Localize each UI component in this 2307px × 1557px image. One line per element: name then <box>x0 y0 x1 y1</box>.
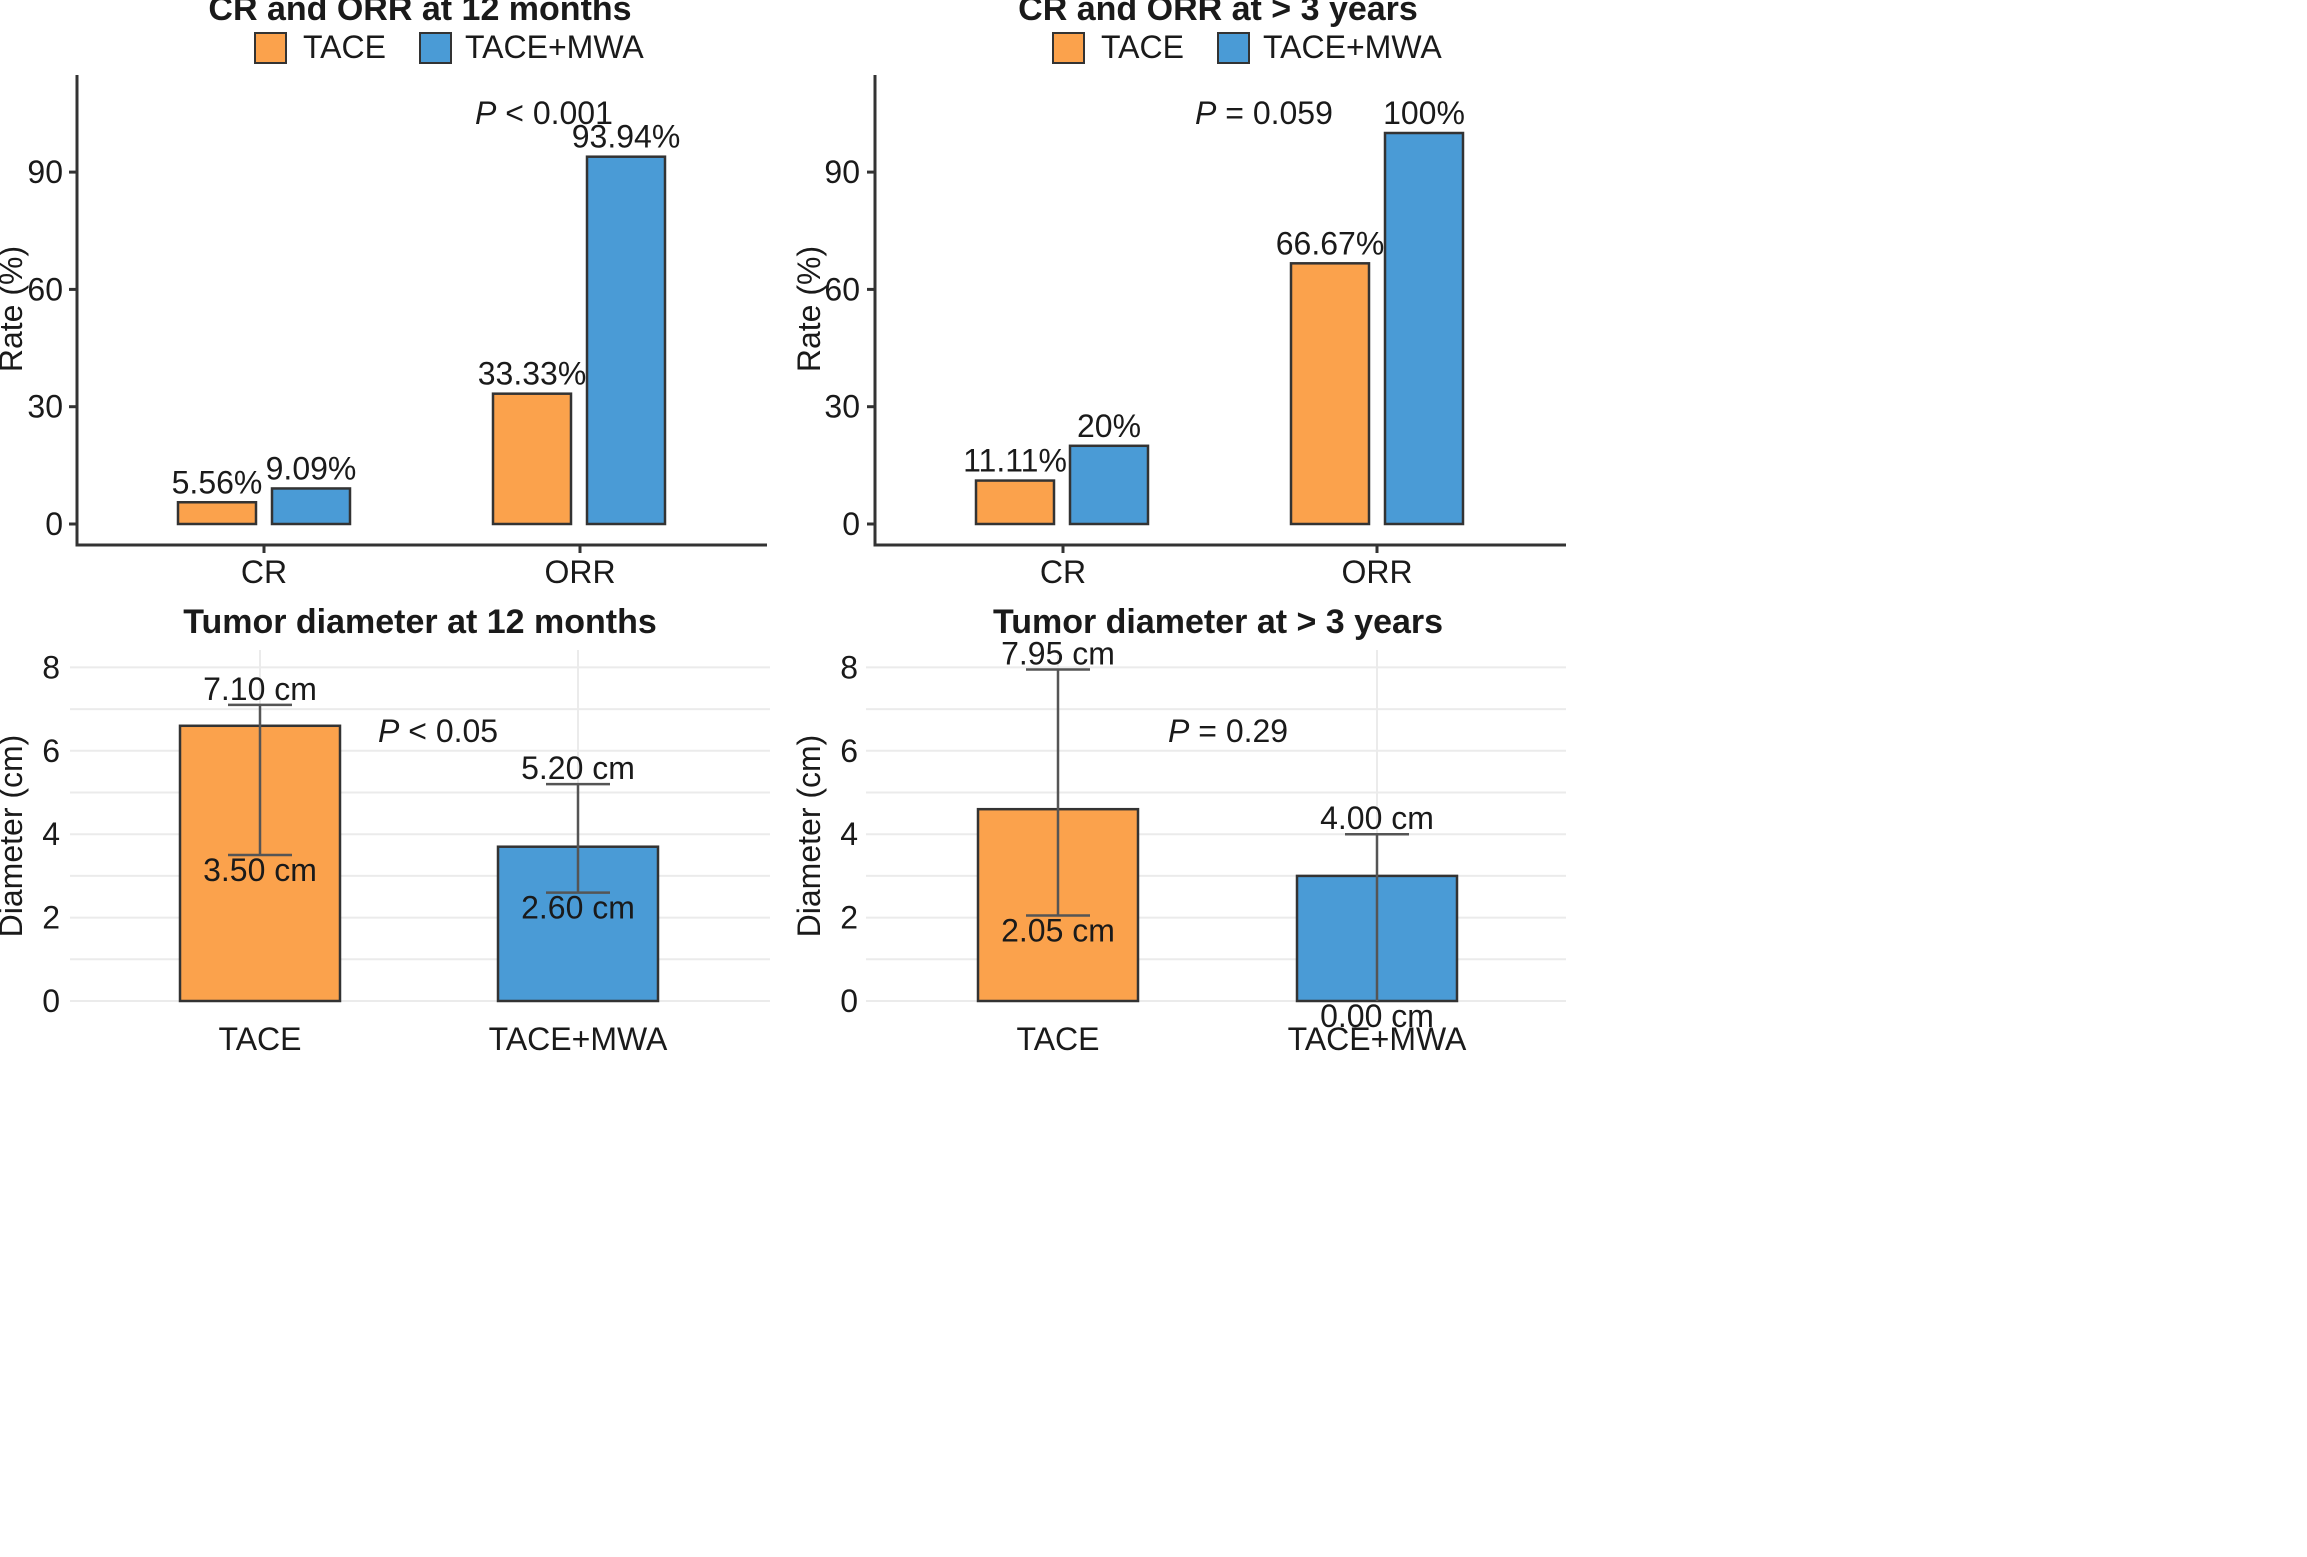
data-label: 33.33% <box>478 356 587 392</box>
y-tick-label: 8 <box>840 649 858 685</box>
x-tick-label: ORR <box>544 554 615 590</box>
legend-swatch-tace-mwa <box>419 32 452 64</box>
y-tick-label: 30 <box>824 389 860 425</box>
x-tick-label: ORR <box>1341 554 1412 590</box>
x-tick-label: TACE+MWA <box>1288 1021 1467 1057</box>
y-tick-label: 8 <box>42 649 60 685</box>
legend-swatch-tace <box>254 32 287 64</box>
p-value-annotation: P = 0.059 <box>1195 95 1333 131</box>
legend-label: TACE <box>303 29 386 65</box>
p-value-symbol: P <box>378 713 400 749</box>
bar[interactable] <box>270 487 352 526</box>
p-value-annotation: P < 0.001 <box>475 95 613 131</box>
bar[interactable] <box>1383 131 1465 526</box>
p-value-symbol: P <box>475 95 497 131</box>
bar[interactable] <box>1289 262 1371 526</box>
data-label: 100% <box>1383 95 1465 131</box>
data-label: 11.11% <box>963 443 1067 479</box>
y-tick-label: 0 <box>840 983 858 1019</box>
x-tick-label: TACE <box>219 1021 302 1057</box>
chart-title: CR and ORR at 12 months <box>208 0 631 28</box>
p-value-annotation: P = 0.29 <box>1168 713 1288 749</box>
p-value-text: < 0.001 <box>496 95 613 131</box>
y-tick-label: 60 <box>27 271 63 307</box>
y-tick-label: 6 <box>42 733 60 769</box>
data-label: 20% <box>1077 408 1141 444</box>
p-value-text: = 0.29 <box>1189 713 1288 749</box>
chart-title: Tumor diameter at 12 months <box>183 603 657 641</box>
x-tick-label: CR <box>241 554 287 590</box>
p-value-text: < 0.05 <box>399 713 498 749</box>
y-tick-label: 2 <box>42 900 60 936</box>
error-low-label: 0.00 cm <box>1320 998 1434 1034</box>
data-label: 9.09% <box>266 450 357 486</box>
x-tick-label: CR <box>1040 554 1086 590</box>
error-high-label: 7.10 cm <box>203 671 317 707</box>
error-high-label: 7.95 cm <box>1001 635 1115 671</box>
y-tick-label: 4 <box>42 816 60 852</box>
y-tick-label: 90 <box>27 154 63 190</box>
error-high-label: 5.20 cm <box>521 750 635 786</box>
panel-tumor-diameter-12-months: Tumor diameter at 12 months 0 2 4 6 8 Diameter… <box>0 603 770 1057</box>
y-tick-label: 0 <box>842 506 860 542</box>
legend-swatch-tace <box>1052 32 1085 64</box>
error-low-label: 2.05 cm <box>1001 913 1115 949</box>
p-value-annotation: P < 0.05 <box>378 713 498 749</box>
y-tick-label: 0 <box>42 983 60 1019</box>
data-label: 5.56% <box>172 464 263 500</box>
p-value-symbol: P <box>1195 95 1217 131</box>
panel-tumor-diameter-3-years: Tumor diameter at > 3 years 0 2 4 6 8 Diameter… <box>791 603 1566 1057</box>
y-tick-label: 60 <box>824 271 860 307</box>
x-tick-label: TACE+MWA <box>489 1021 668 1057</box>
y-tick-label: 90 <box>824 154 860 190</box>
y-axis-label: Rate (%) <box>0 246 29 372</box>
bar[interactable] <box>176 501 258 526</box>
chart-title: Tumor diameter at > 3 years <box>993 603 1443 641</box>
x-tick-label: TACE <box>1017 1021 1100 1057</box>
bar[interactable] <box>491 392 573 526</box>
y-tick-label: 6 <box>840 733 858 769</box>
axis-lines <box>75 75 767 547</box>
legend: TACE TACE+MWA <box>254 29 644 65</box>
chart-title: CR and ORR at > 3 years <box>1018 0 1418 28</box>
legend-label: TACE <box>1101 29 1184 65</box>
error-low-label: 2.60 cm <box>521 890 635 926</box>
p-value-text: = 0.059 <box>1216 95 1333 131</box>
error-high-label: 4.00 cm <box>1320 800 1434 836</box>
data-label: 66.67% <box>1276 225 1385 261</box>
bar[interactable] <box>585 155 667 526</box>
y-axis-label: Diameter (cm) <box>791 735 827 938</box>
bar[interactable] <box>974 479 1056 526</box>
legend-label: TACE+MWA <box>465 29 644 65</box>
legend-swatch-tace-mwa <box>1217 32 1250 64</box>
y-tick-label: 0 <box>45 506 63 542</box>
data-label: 93.94% <box>572 119 681 155</box>
p-value-symbol: P <box>1168 713 1190 749</box>
axis-lines <box>873 75 1566 547</box>
legend: TACE TACE+MWA <box>1052 29 1442 65</box>
y-axis-label: Diameter (cm) <box>0 735 29 938</box>
y-tick-label: 2 <box>840 900 858 936</box>
bar[interactable] <box>1068 444 1150 526</box>
legend-label: TACE+MWA <box>1263 29 1442 65</box>
error-low-label: 3.50 cm <box>203 852 317 888</box>
y-tick-label: 30 <box>27 389 63 425</box>
y-tick-label: 4 <box>840 816 858 852</box>
y-axis-label: Rate (%) <box>791 246 827 372</box>
